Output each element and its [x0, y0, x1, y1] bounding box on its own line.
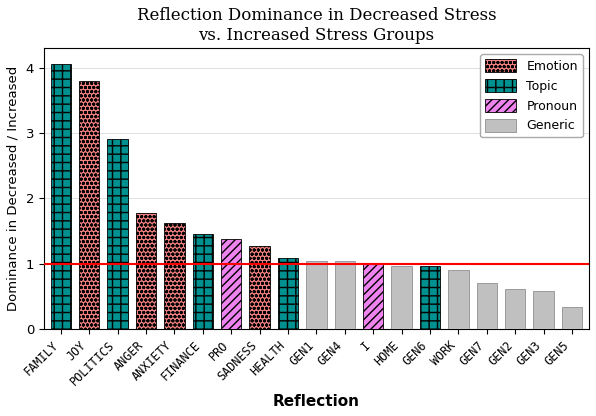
Bar	[363, 262, 383, 329]
Bar	[136, 213, 156, 329]
Bar	[420, 267, 440, 329]
Bar	[249, 245, 270, 329]
Bar	[306, 260, 327, 329]
Bar	[562, 307, 582, 329]
Bar	[392, 266, 412, 329]
Bar	[505, 289, 526, 329]
Y-axis label: Dominance in Decreased / Increased: Dominance in Decreased / Increased	[7, 66, 20, 311]
Bar	[51, 64, 71, 329]
Title: Reflection Dominance in Decreased Stress
vs. Increased Stress Groups: Reflection Dominance in Decreased Stress…	[136, 7, 496, 44]
Bar	[533, 291, 554, 329]
Bar	[193, 234, 213, 329]
Bar	[448, 270, 468, 329]
X-axis label: Reflection: Reflection	[273, 394, 360, 409]
Legend: Emotion, Topic, Pronoun, Generic: Emotion, Topic, Pronoun, Generic	[480, 54, 583, 137]
Bar	[79, 81, 100, 329]
Bar	[477, 283, 497, 329]
Bar	[278, 258, 298, 329]
Bar	[107, 139, 128, 329]
Bar	[221, 239, 241, 329]
Bar	[164, 223, 185, 329]
Bar	[334, 261, 355, 329]
